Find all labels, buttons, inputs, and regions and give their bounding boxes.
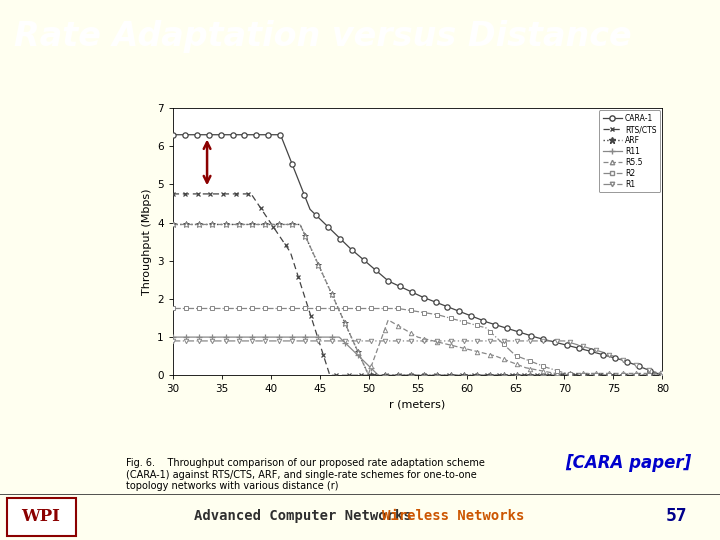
Text: Rate Adaptation versus Distance: Rate Adaptation versus Distance <box>14 20 632 53</box>
Text: Fig. 6.    Throughput comparison of our proposed rate adaptation scheme
(CARA-1): Fig. 6. Throughput comparison of our pro… <box>126 458 485 491</box>
Text: [CARA paper]: [CARA paper] <box>565 455 691 472</box>
Text: Wireless Networks: Wireless Networks <box>382 509 525 523</box>
Text: 57: 57 <box>666 507 688 525</box>
FancyBboxPatch shape <box>7 498 76 536</box>
Text: Advanced Computer Networks: Advanced Computer Networks <box>194 509 411 523</box>
X-axis label: r (meters): r (meters) <box>390 400 446 410</box>
Y-axis label: Throughput (Mbps): Throughput (Mbps) <box>142 188 152 295</box>
Text: WPI: WPI <box>22 508 60 525</box>
Legend: CARA-1, RTS/CTS, ARF, R11, R5.5, R2, R1: CARA-1, RTS/CTS, ARF, R11, R5.5, R2, R1 <box>599 110 660 192</box>
